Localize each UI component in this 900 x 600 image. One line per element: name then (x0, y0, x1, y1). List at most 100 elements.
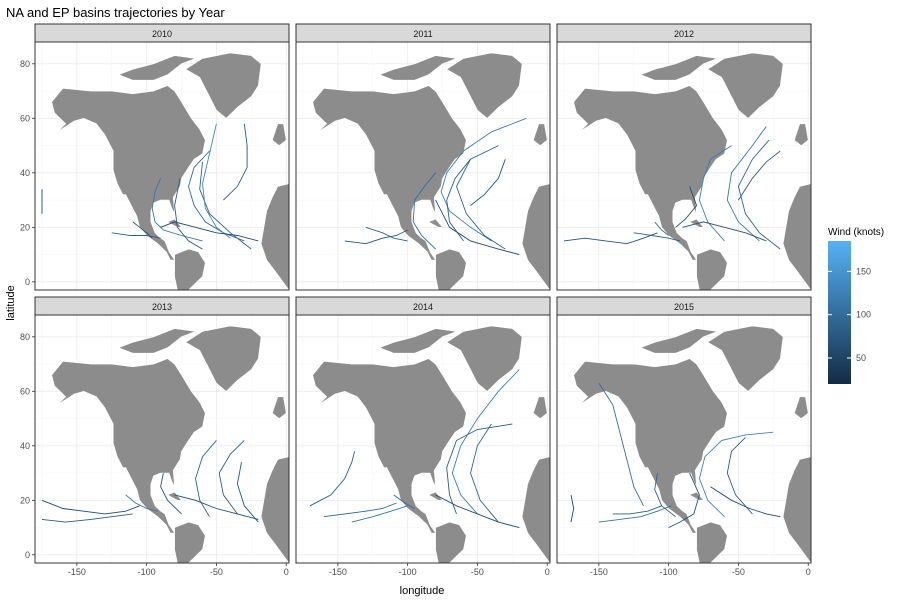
legend: Wind (knots) 50 100 150 (828, 227, 884, 384)
y-tick-label: 80 (20, 332, 30, 342)
storm-track (654, 221, 669, 236)
storm-track (309, 451, 356, 507)
storm-track (738, 150, 781, 201)
legend-label: 100 (856, 310, 871, 320)
facet-strip-label: 2014 (413, 302, 433, 312)
storm-track (698, 145, 732, 242)
storm-track (633, 232, 680, 242)
land-polygon (696, 521, 728, 564)
storm-track (111, 232, 161, 239)
land-polygon (174, 248, 206, 291)
land-map (312, 52, 551, 291)
land-polygon (688, 491, 705, 501)
x-tick-label: -50 (471, 567, 484, 577)
land-polygon (117, 55, 196, 81)
facet-strip-label: 2012 (674, 29, 694, 39)
y-tick-label: 0 (25, 277, 30, 287)
land-map (573, 325, 812, 564)
panel-border (556, 41, 812, 291)
land-polygon (521, 183, 551, 291)
land-map (312, 325, 551, 564)
gridlines (296, 315, 550, 563)
land-polygon (793, 123, 809, 146)
storm-track (160, 221, 259, 242)
panel-border (295, 41, 551, 291)
storm-track (682, 221, 767, 242)
storm-track (446, 158, 471, 242)
land-map (573, 52, 812, 291)
storm-track (451, 369, 520, 515)
land-polygon (51, 85, 206, 261)
y-tick-label: 0 (25, 550, 30, 560)
land-polygon (639, 328, 718, 354)
x-tick-label: -150 (590, 567, 608, 577)
land-polygon (573, 85, 728, 261)
land-map (51, 325, 290, 564)
legend-label: 150 (856, 266, 871, 276)
legend-colorbar (828, 241, 851, 384)
land-polygon (117, 328, 196, 354)
storm-track (726, 437, 753, 515)
facet-panel-2014: 2014 -150 -100 -50 0 (295, 296, 551, 577)
storm-track (726, 126, 767, 242)
x-tick-label: -50 (210, 567, 223, 577)
storm-track (351, 505, 408, 523)
land-polygon (427, 218, 444, 228)
land-polygon (166, 491, 183, 501)
storm-track (440, 117, 527, 242)
storm-track (223, 123, 248, 201)
storm-track (195, 440, 217, 517)
land-polygon (688, 218, 705, 228)
storm-track (41, 499, 140, 515)
storm-track (174, 494, 259, 520)
facet-panel-2012: 2012 (556, 23, 812, 291)
storm-track (654, 473, 676, 518)
land-polygon (782, 456, 812, 564)
y-tick-label: 40 (20, 441, 30, 451)
storm-track (456, 145, 506, 250)
storm-track (563, 232, 658, 245)
storm-track (412, 172, 436, 250)
storm-track (598, 382, 644, 507)
storm-track (668, 472, 700, 529)
land-polygon (707, 325, 784, 392)
legend-title: Wind (knots) (828, 227, 884, 238)
storm-track (435, 199, 520, 256)
storm-track (218, 440, 245, 515)
x-tick-label: 0 (284, 567, 289, 577)
panel-border (34, 314, 290, 564)
panel-border (556, 314, 812, 564)
y-tick-label: 80 (20, 59, 30, 69)
storm-track (470, 423, 499, 523)
storm-track (125, 494, 158, 512)
land-polygon (639, 55, 718, 81)
x-tick-label: -50 (732, 567, 745, 577)
storm-track (151, 178, 203, 242)
x-axis-title: longitude (400, 585, 445, 597)
land-polygon (312, 358, 467, 534)
land-polygon (446, 52, 523, 119)
storm-track (236, 462, 259, 523)
storm-track (344, 229, 408, 245)
storm-track (737, 139, 781, 250)
storm-track (393, 494, 415, 509)
storm-track (323, 502, 397, 518)
land-polygon (260, 183, 290, 291)
x-tick-label: -100 (660, 567, 678, 577)
y-tick-label: 40 (20, 168, 30, 178)
storm-track (202, 123, 231, 239)
land-polygon (185, 325, 262, 392)
facet-panel-2010: 2010 0 20 40 60 80 (20, 23, 290, 291)
x-tick-label: -100 (138, 567, 156, 577)
storm-track (132, 221, 153, 239)
land-polygon (521, 456, 551, 564)
land-polygon (166, 218, 183, 228)
storm-track (612, 505, 662, 515)
storm-track (570, 494, 575, 523)
panel-border (295, 314, 551, 564)
storm-track (598, 505, 672, 523)
land-polygon (435, 521, 467, 564)
chart-title: NA and EP basins trajectories by Year (6, 5, 225, 20)
land-polygon (378, 55, 457, 81)
